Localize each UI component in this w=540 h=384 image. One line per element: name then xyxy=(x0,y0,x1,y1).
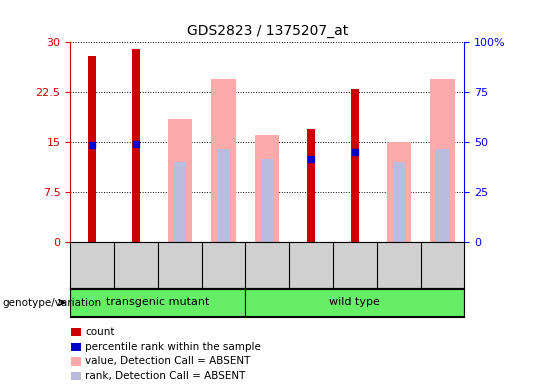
Bar xyxy=(167,119,192,242)
Bar xyxy=(255,136,279,242)
Text: transgenic mutant: transgenic mutant xyxy=(106,297,210,308)
Text: wild type: wild type xyxy=(329,297,380,308)
Title: GDS2823 / 1375207_at: GDS2823 / 1375207_at xyxy=(187,25,348,38)
Bar xyxy=(307,129,315,242)
Bar xyxy=(436,149,449,242)
Bar xyxy=(261,159,273,242)
Bar xyxy=(351,89,359,242)
Bar xyxy=(393,162,405,242)
Text: percentile rank within the sample: percentile rank within the sample xyxy=(85,342,261,352)
Bar xyxy=(245,289,464,316)
Bar xyxy=(173,162,186,242)
Bar xyxy=(212,79,235,242)
Bar xyxy=(387,142,411,242)
Bar xyxy=(430,79,455,242)
Bar xyxy=(132,49,140,242)
Text: value, Detection Call = ABSENT: value, Detection Call = ABSENT xyxy=(85,356,251,366)
Text: rank, Detection Call = ABSENT: rank, Detection Call = ABSENT xyxy=(85,371,246,381)
Bar xyxy=(218,149,230,242)
Bar xyxy=(88,56,96,242)
Bar xyxy=(70,289,245,316)
Text: count: count xyxy=(85,327,115,337)
Text: genotype/variation: genotype/variation xyxy=(3,298,102,308)
